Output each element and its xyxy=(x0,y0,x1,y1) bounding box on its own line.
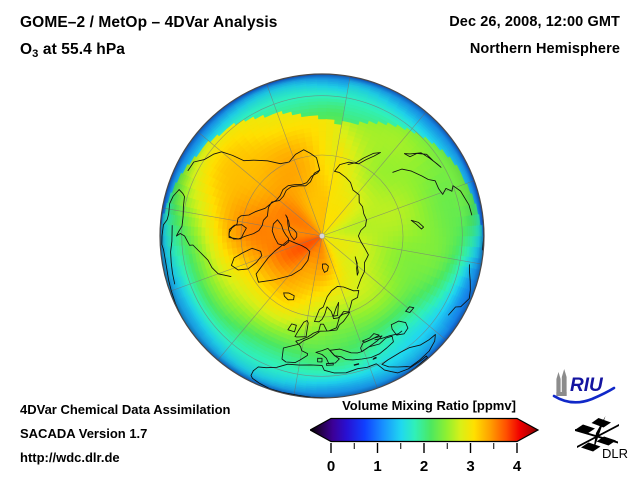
globe-outline xyxy=(159,73,485,399)
colorbar-tick-label: 2 xyxy=(420,458,428,475)
colorbar-tick-label: 1 xyxy=(373,458,381,475)
hemisphere-label: Northern Hemisphere xyxy=(469,41,620,57)
species-level-label: O3 at 55.4 hPa xyxy=(20,41,125,60)
logo-group: RIU DLR xyxy=(548,366,640,461)
globe-map xyxy=(152,66,492,406)
colorbar-tick-label: 4 xyxy=(513,458,522,475)
riu-logo: RIU xyxy=(552,369,616,404)
colorbar-gradient-strip xyxy=(310,417,540,443)
riu-wave-icon xyxy=(552,386,616,404)
footer-line-version: SACADA Version 1.7 xyxy=(20,426,148,441)
colorbar-tick-label: 0 xyxy=(327,458,335,475)
dlr-logo: DLR xyxy=(575,416,628,461)
colorbar-tick-label: 3 xyxy=(466,458,474,475)
orthographic-globe-svg xyxy=(159,73,485,399)
footer-line-url[interactable]: http://wdc.dlr.de xyxy=(20,450,120,465)
riu-logo-text: RIU xyxy=(570,375,604,396)
colorbar-ticks xyxy=(330,443,518,453)
colorbar-title: Volume Mixing Ratio [ppmv] xyxy=(342,398,516,413)
riu-cathedral-icon xyxy=(556,369,567,396)
species-label: O xyxy=(20,41,33,58)
colorbar-svg: 0 1 2 3 4 xyxy=(310,417,540,475)
pressure-level-label: at 55.4 hPa xyxy=(38,41,125,58)
timestamp-label: Dec 26, 2008, 12:00 GMT xyxy=(449,14,620,30)
footer-line-assimilation: 4DVar Chemical Data Assimilation xyxy=(20,402,231,417)
colorbar-tick-labels: 0 1 2 3 4 xyxy=(327,458,522,475)
species-subscript: 3 xyxy=(32,47,39,60)
logos-svg: RIU DLR xyxy=(552,369,628,461)
north-pole-marker xyxy=(319,233,325,239)
dlr-logo-text: DLR xyxy=(602,446,628,460)
dlr-mark-icon xyxy=(575,416,619,452)
colorbar: Volume Mixing Ratio [ppmv] 0 1 2 3 4 xyxy=(310,398,548,476)
page-title: GOME–2 / MetOp – 4DVar Analysis xyxy=(20,14,278,31)
